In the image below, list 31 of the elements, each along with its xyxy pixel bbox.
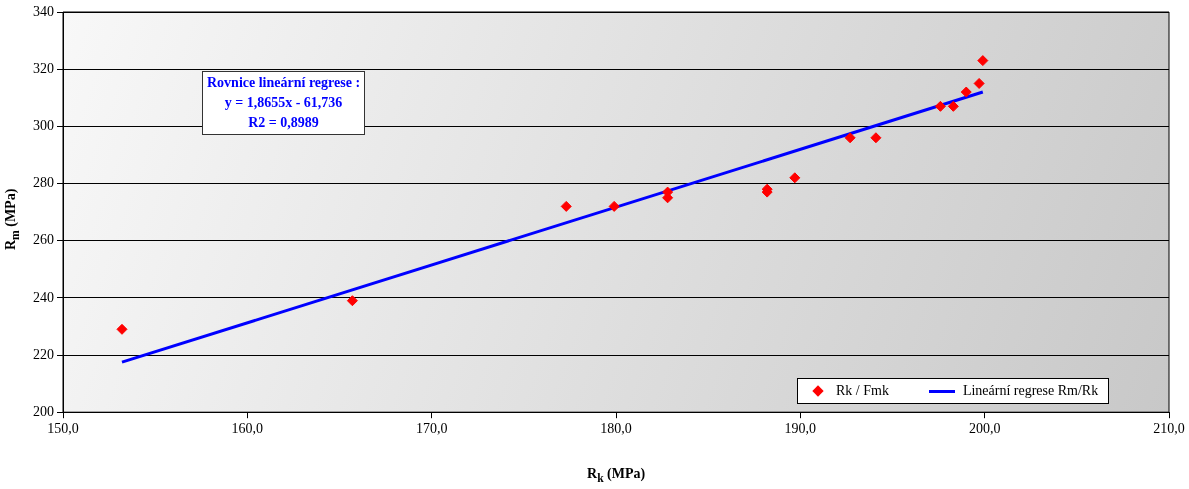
x-axis-title: R$_{k}$ (MPa) — [587, 466, 646, 485]
x-tick-label: 160,0 — [231, 421, 264, 437]
x-tick-label: 170,0 — [415, 421, 448, 437]
point — [977, 55, 989, 67]
y-tick-label: 260 — [33, 232, 54, 248]
x-tick-label: 150,0 — [47, 421, 79, 437]
point — [116, 323, 128, 335]
point — [346, 295, 358, 307]
y-tick-label: 220 — [33, 346, 54, 362]
point — [973, 77, 985, 89]
point — [870, 132, 882, 144]
point — [844, 132, 856, 144]
point — [560, 200, 572, 212]
point — [608, 200, 620, 212]
y-tick-label: 280 — [33, 175, 54, 191]
legend-label: Lineární regrese Rm/Rk — [962, 383, 1099, 400]
y-tick-label: 240 — [33, 289, 54, 305]
point — [960, 86, 972, 98]
annotation: Rovnice lineární regrese : y = 1,8655x - 61,736 R2 = 0,8989 — [202, 71, 366, 135]
point — [947, 100, 959, 112]
point — [934, 100, 946, 112]
point — [789, 172, 801, 184]
y-tick-label: 200 — [33, 403, 54, 419]
x-tick-label: 180,0 — [600, 421, 632, 437]
x-tick-label: 190,0 — [784, 421, 817, 437]
y-tick-label: 300 — [33, 118, 54, 134]
legend-label: Rk / Fmk — [836, 383, 889, 400]
y-tick-label: 320 — [33, 60, 54, 76]
x-tick-label: 200,0 — [968, 421, 1001, 437]
y-tick-label: 340 — [33, 3, 54, 19]
x-tick-label: 210,0 — [1153, 421, 1185, 437]
